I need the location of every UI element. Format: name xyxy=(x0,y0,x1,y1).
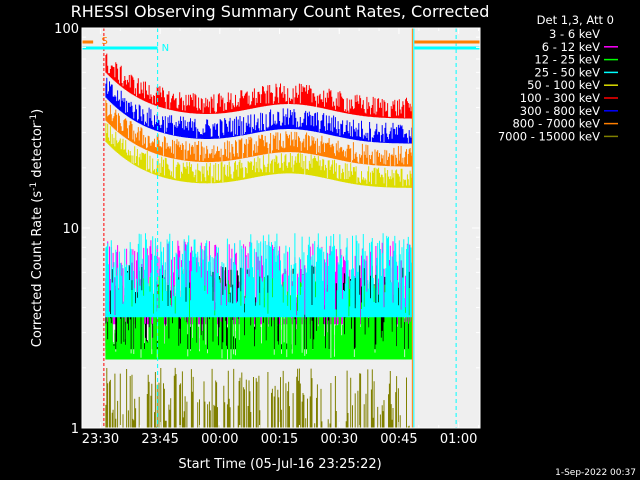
legend-label-4: 50 - 100 keV xyxy=(527,78,600,92)
series-line-3 xyxy=(105,233,413,318)
legend-header: Det 1,3, Att 0 xyxy=(537,13,614,27)
legend-label-2: 12 - 25 keV xyxy=(534,53,600,67)
x-tick-label-6: 01:00 xyxy=(440,432,477,447)
y-tick-label-2: 100 xyxy=(54,22,79,37)
plot-layer: SN xyxy=(82,28,480,428)
x-tick-label-3: 00:15 xyxy=(261,432,298,447)
legend-label-3: 25 - 50 keV xyxy=(534,65,600,79)
series-line-7 xyxy=(105,100,413,167)
y-tick-label-0: 1 xyxy=(71,422,79,437)
footer-date: 1-Sep-2022 00:37 xyxy=(555,468,636,478)
legend-label-6: 300 - 800 keV xyxy=(520,104,600,118)
series-line-6 xyxy=(105,77,413,144)
legend-label-7: 800 - 7000 keV xyxy=(512,117,600,131)
flag-n-label: N xyxy=(162,43,169,54)
x-axis-label: Start Time (05-Jul-16 23:25:22) xyxy=(178,457,381,472)
chart-title: RHESSI Observing Summary Count Rates, Co… xyxy=(71,2,490,21)
series-line-4 xyxy=(105,123,413,188)
legend-label-1: 6 - 12 keV xyxy=(542,40,600,54)
x-tick-label-4: 00:30 xyxy=(321,432,358,447)
series-group: SN xyxy=(82,28,480,428)
x-tick-label-0: 23:30 xyxy=(82,432,119,447)
axes-layer: RHESSI Observing Summary Count Rates, Co… xyxy=(29,2,636,478)
x-tick-label-5: 00:45 xyxy=(380,432,417,447)
legend-label-5: 100 - 300 keV xyxy=(520,91,600,105)
flag-s-label: S xyxy=(102,36,108,47)
series-line-8 xyxy=(105,367,410,428)
legend-label-0: 3 - 6 keV xyxy=(549,27,600,41)
legend-label-8: 7000 - 15000 keV xyxy=(498,129,600,143)
y-tick-label-1: 10 xyxy=(62,222,79,237)
y-axis-label: Corrected Count Rate (s-1 detector-1) xyxy=(29,109,45,347)
series-line-5 xyxy=(105,53,413,119)
series-line-2 xyxy=(105,275,413,360)
x-tick-label-2: 00:00 xyxy=(201,432,238,447)
x-tick-label-1: 23:45 xyxy=(141,432,178,447)
